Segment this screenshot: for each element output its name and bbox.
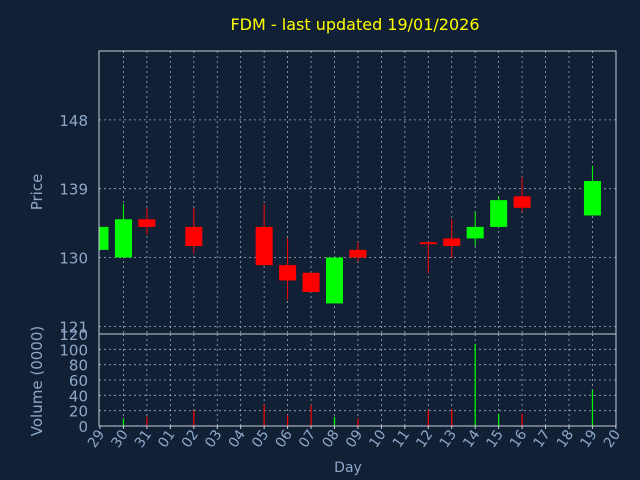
candle-body xyxy=(513,196,531,208)
candle-body xyxy=(138,219,156,227)
candle-body xyxy=(419,242,437,245)
candle-body xyxy=(279,265,297,281)
candle-body xyxy=(466,226,484,239)
volume-tick-label: 100 xyxy=(59,341,88,359)
volume-tick-label: 120 xyxy=(59,326,88,344)
volume-tick-label: 60 xyxy=(69,372,88,390)
candle-body xyxy=(185,226,203,247)
price-tick-label: 121 xyxy=(59,318,88,336)
price-tick-label: 139 xyxy=(59,181,88,199)
candle-body xyxy=(99,226,109,250)
price-axis-label: Price xyxy=(28,174,46,211)
volume-tick-label: 40 xyxy=(69,387,88,405)
volume-tick-label: 20 xyxy=(69,403,88,421)
candle-body xyxy=(583,181,601,216)
price-tick-label: 148 xyxy=(59,112,88,130)
candle-body xyxy=(326,257,343,304)
chart-title: FDM - last updated 19/01/2026 xyxy=(230,15,479,34)
volume-panel-frame xyxy=(98,333,617,427)
candle-body xyxy=(302,272,320,292)
candle-body xyxy=(443,238,461,247)
x-axis-label: Day xyxy=(334,460,362,476)
candle-body xyxy=(349,249,367,258)
volume-tick-label: 0 xyxy=(78,418,88,436)
volume-axis-label: Volume (0000) xyxy=(28,326,46,436)
price-tick-label: 130 xyxy=(59,250,88,268)
candle-body xyxy=(490,200,508,227)
candle-body xyxy=(255,226,273,266)
volume-tick-label: 80 xyxy=(69,357,88,375)
candle-body xyxy=(114,219,132,258)
